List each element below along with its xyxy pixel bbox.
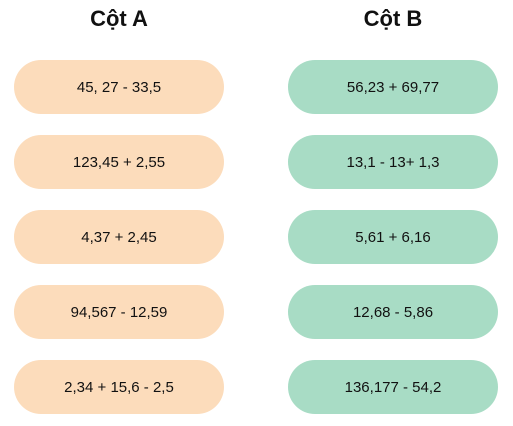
expression-card: 56,23 + 69,77 [288,60,498,114]
expression-card: 12,68 - 5,86 [288,285,498,339]
expression-card: 2,34 + 15,6 - 2,5 [14,360,224,414]
expression-card: 5,61 + 6,16 [288,210,498,264]
expression-card: 13,1 - 13+ 1,3 [288,135,498,189]
expression-card: 45, 27 - 33,5 [14,60,224,114]
expression-card: 4,37 + 2,45 [14,210,224,264]
expression-card: 94,567 - 12,59 [14,285,224,339]
column-title: Cột B [363,6,423,31]
expression-card: 136,177 - 54,2 [288,360,498,414]
expression-card: 123,45 + 2,55 [14,135,224,189]
column-title: Cột A [90,6,148,31]
